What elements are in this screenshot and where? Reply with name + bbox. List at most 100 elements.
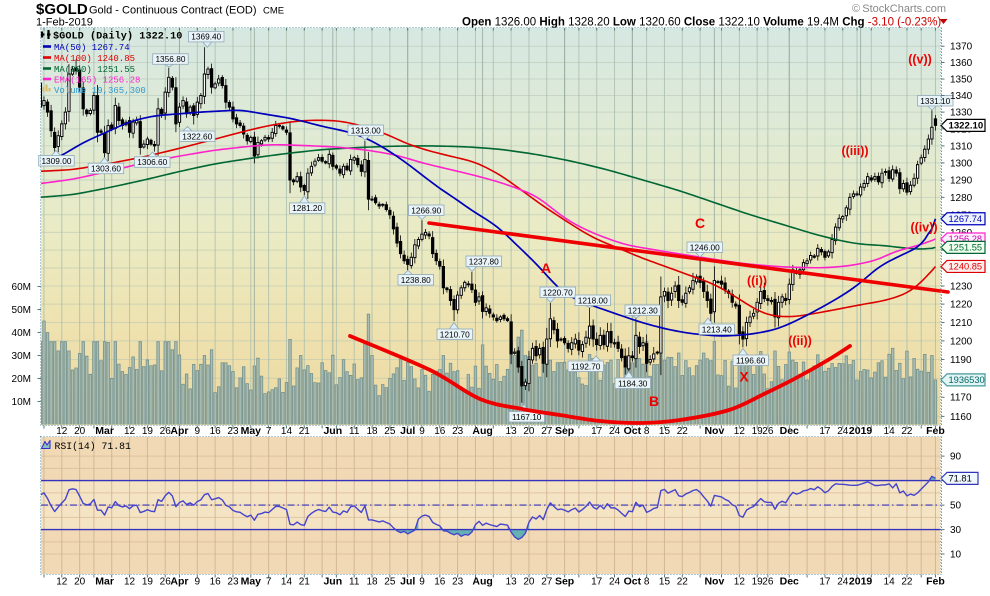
svg-text:Jul: Jul xyxy=(400,576,415,588)
svg-text:12: 12 xyxy=(734,577,746,588)
svg-text:24: 24 xyxy=(609,577,621,588)
svg-text:1210: 1210 xyxy=(950,318,973,329)
svg-text:25: 25 xyxy=(384,577,396,588)
svg-text:18: 18 xyxy=(366,426,378,437)
svg-text:1369.40: 1369.40 xyxy=(191,32,221,42)
svg-text:1280: 1280 xyxy=(950,193,973,204)
svg-text:1322.60: 1322.60 xyxy=(182,131,212,141)
svg-text:1170: 1170 xyxy=(950,393,972,404)
svg-text:12: 12 xyxy=(124,577,136,588)
svg-text:24: 24 xyxy=(609,426,621,437)
svg-text:19: 19 xyxy=(142,577,154,588)
svg-text:17: 17 xyxy=(591,426,603,437)
svg-text:2019: 2019 xyxy=(849,576,873,588)
svg-text:Dec: Dec xyxy=(780,425,799,437)
svg-text:Sep: Sep xyxy=(555,425,574,437)
svg-text:MA(50) 1267.74: MA(50) 1267.74 xyxy=(54,43,130,53)
svg-text:MA(100) 1240.85: MA(100) 1240.85 xyxy=(54,54,135,64)
svg-text:22: 22 xyxy=(677,577,689,588)
svg-text:May: May xyxy=(241,425,262,437)
svg-text:((v)): ((v)) xyxy=(908,53,932,67)
svg-text:1167.10: 1167.10 xyxy=(512,412,542,422)
svg-text:9: 9 xyxy=(195,426,201,437)
svg-text:26: 26 xyxy=(160,426,172,437)
svg-text:90: 90 xyxy=(950,452,962,463)
svg-text:1266.90: 1266.90 xyxy=(411,205,441,215)
svg-text:1240.85: 1240.85 xyxy=(949,262,983,272)
svg-text:1331.10: 1331.10 xyxy=(920,96,950,106)
svg-text:Volume 19,365,300: Volume 19,365,300 xyxy=(54,86,146,96)
svg-text:Apr: Apr xyxy=(170,425,188,437)
svg-text:26: 26 xyxy=(160,577,172,588)
svg-text:Feb: Feb xyxy=(926,425,945,437)
svg-text:13: 13 xyxy=(506,426,518,437)
svg-text:12: 12 xyxy=(124,426,136,437)
svg-text:1340: 1340 xyxy=(950,91,973,102)
svg-text:1238.80: 1238.80 xyxy=(401,275,431,285)
svg-text:20: 20 xyxy=(523,577,535,588)
svg-text:Oct: Oct xyxy=(624,425,642,437)
svg-text:Nov: Nov xyxy=(704,576,724,588)
svg-text:1303.60: 1303.60 xyxy=(91,164,121,174)
svg-text:1256.28: 1256.28 xyxy=(949,234,983,244)
svg-text:12: 12 xyxy=(56,426,68,437)
svg-text:19: 19 xyxy=(752,577,764,588)
svg-text:23: 23 xyxy=(452,577,464,588)
svg-text:Jun: Jun xyxy=(323,425,342,437)
svg-text:27: 27 xyxy=(541,426,553,437)
svg-text:26: 26 xyxy=(762,426,774,437)
svg-text:19: 19 xyxy=(752,426,764,437)
svg-text:7: 7 xyxy=(266,577,272,588)
svg-text:1190: 1190 xyxy=(950,355,972,366)
svg-text:27: 27 xyxy=(541,577,553,588)
svg-text:17: 17 xyxy=(591,577,603,588)
svg-text:15: 15 xyxy=(659,426,671,437)
svg-text:30: 30 xyxy=(950,525,962,536)
svg-text:22: 22 xyxy=(677,426,689,437)
svg-text:Jul: Jul xyxy=(400,425,415,437)
svg-text:9: 9 xyxy=(195,577,201,588)
svg-text:B: B xyxy=(649,393,659,409)
svg-text:9: 9 xyxy=(419,577,425,588)
svg-text:26: 26 xyxy=(762,577,774,588)
svg-text:Nov: Nov xyxy=(704,425,724,437)
svg-text:15: 15 xyxy=(659,577,671,588)
svg-text:20: 20 xyxy=(74,426,86,437)
svg-text:1281.20: 1281.20 xyxy=(292,203,322,213)
svg-text:1212.30: 1212.30 xyxy=(628,305,658,315)
svg-text:1306.60: 1306.60 xyxy=(137,157,167,167)
svg-text:Jun: Jun xyxy=(323,576,342,588)
svg-text:RSI(14) 71.81: RSI(14) 71.81 xyxy=(55,441,132,452)
svg-text:50M: 50M xyxy=(12,305,31,316)
svg-text:Sep: Sep xyxy=(555,576,574,588)
svg-text:24: 24 xyxy=(837,426,849,437)
svg-text:A: A xyxy=(541,260,551,276)
svg-text:1322.10: 1322.10 xyxy=(949,121,984,132)
svg-text:30M: 30M xyxy=(12,351,31,362)
svg-text:60M: 60M xyxy=(12,282,31,293)
svg-text:1218.00: 1218.00 xyxy=(578,295,608,305)
svg-text:23: 23 xyxy=(452,426,464,437)
svg-text:Open 1326.00 High 1328.20 Low: Open 1326.00 High 1328.20 Low 1320.60 Cl… xyxy=(462,17,941,29)
svg-text:X: X xyxy=(739,369,749,385)
svg-text:20: 20 xyxy=(74,577,86,588)
svg-text:11: 11 xyxy=(349,426,360,437)
svg-text:23: 23 xyxy=(227,426,239,437)
svg-text:20M: 20M xyxy=(12,374,31,385)
svg-text:1192.70: 1192.70 xyxy=(571,361,601,371)
svg-text:14: 14 xyxy=(281,577,293,588)
svg-text:16: 16 xyxy=(210,577,222,588)
svg-text:1370: 1370 xyxy=(950,42,973,53)
svg-text:1350: 1350 xyxy=(950,74,973,85)
svg-text:CME: CME xyxy=(263,6,284,17)
svg-text:16: 16 xyxy=(434,426,446,437)
svg-text:11: 11 xyxy=(349,577,360,588)
svg-text:1300: 1300 xyxy=(950,158,973,169)
svg-text:10: 10 xyxy=(950,550,962,561)
svg-text:C: C xyxy=(695,215,705,231)
svg-text:1313.00: 1313.00 xyxy=(351,125,381,135)
svg-text:Apr: Apr xyxy=(170,576,188,588)
svg-text:MA(200) 1251.55: MA(200) 1251.55 xyxy=(54,65,135,75)
svg-text:((iii)): ((iii)) xyxy=(841,144,868,158)
svg-text:14: 14 xyxy=(884,577,896,588)
